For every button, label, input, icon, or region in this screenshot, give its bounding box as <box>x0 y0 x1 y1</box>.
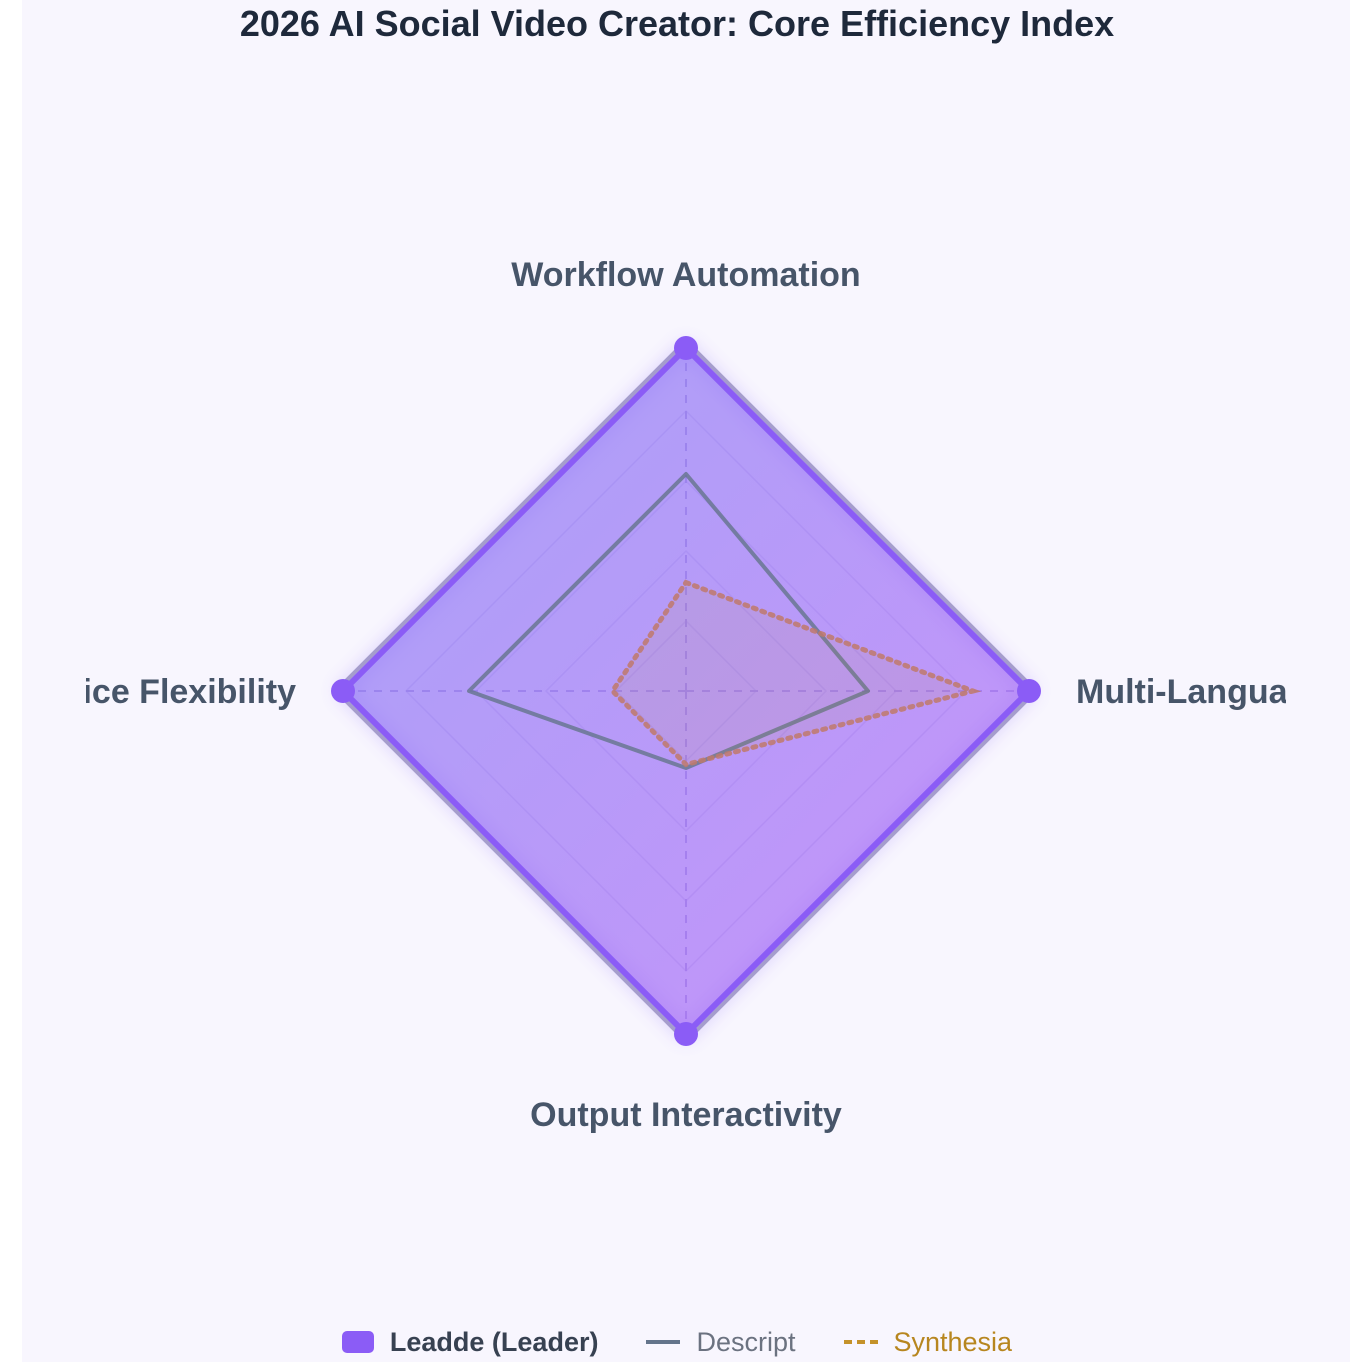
legend-swatch-synthesia <box>843 1340 878 1344</box>
axis-label-voice-flexibility: Voice Flexibility <box>42 673 297 711</box>
series-descript-line <box>467 472 870 770</box>
axis-label-output-interactivity: Output Interactivity <box>530 1096 842 1134</box>
leadde-point-0[interactable] <box>674 336 698 360</box>
legend-swatch-descript <box>646 1340 681 1344</box>
chart-legend: Leadde (Leader) Descript Synthesia <box>0 1322 1354 1362</box>
legend-item-descript[interactable]: Descript <box>646 1326 796 1358</box>
legend-label-synthesia: Synthesia <box>893 1326 1013 1357</box>
leadde-point-1[interactable] <box>1017 679 1041 703</box>
axis-label-workflow-automation: Workflow Automation <box>511 256 860 294</box>
leadde-point-2[interactable] <box>674 1022 698 1046</box>
chart-title: 2026 AI Social Video Creator: Core Effic… <box>239 3 1115 44</box>
leadde-point-3[interactable] <box>331 679 355 703</box>
radar-series <box>331 336 1041 1046</box>
legend-item-leadde[interactable]: Leadde (Leader) <box>341 1326 599 1358</box>
series-synthesia-line <box>609 579 982 768</box>
legend-swatch-leadde <box>341 1331 374 1353</box>
legend-label-descript: Descript <box>696 1326 796 1357</box>
legend-item-synthesia[interactable]: Synthesia <box>843 1326 1013 1358</box>
axis-label-multi-language: Multi-Language <box>1076 673 1327 711</box>
axis-labels: Workflow Automation Multi-Language Outpu… <box>42 256 1327 1134</box>
legend-label-leadde: Leadde (Leader) <box>389 1326 599 1357</box>
